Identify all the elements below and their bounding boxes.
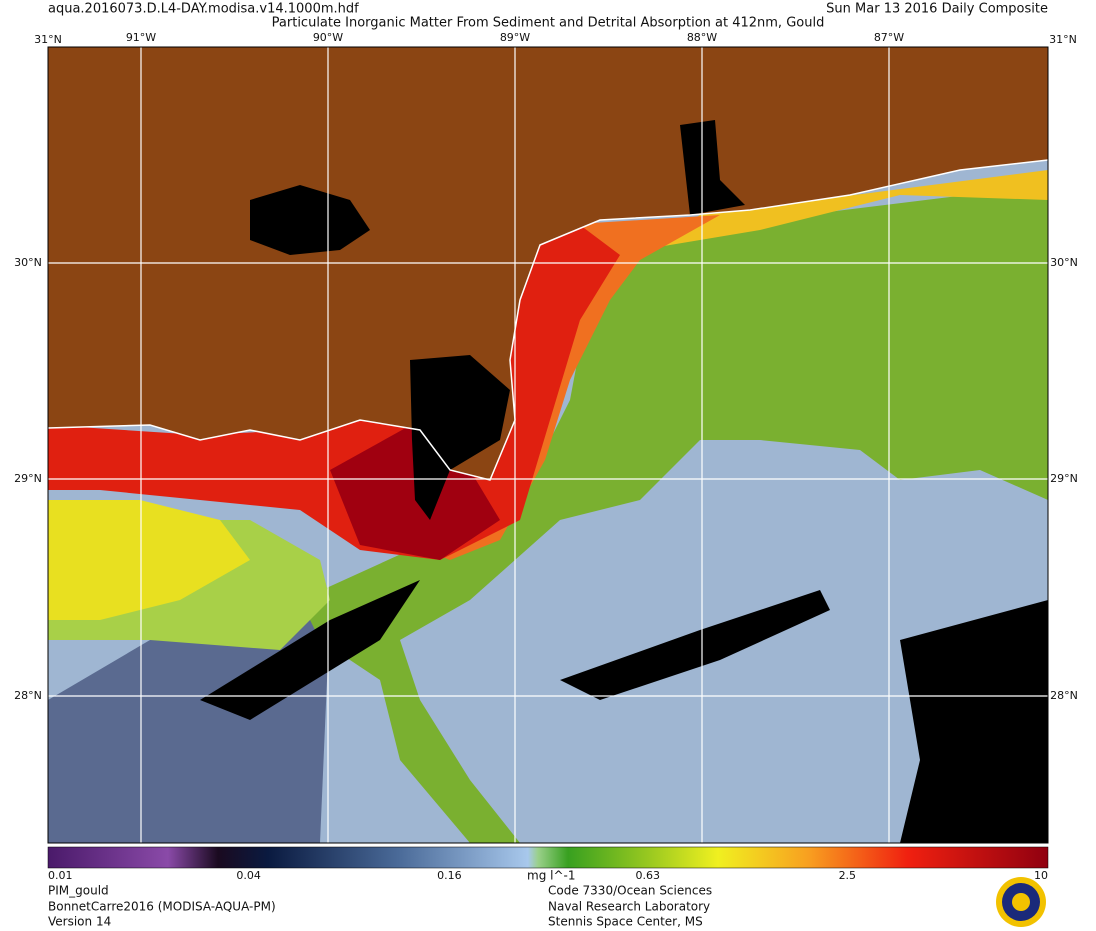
lat-label: 28°N <box>14 689 42 702</box>
colorbar-tick-label: 2.5 <box>839 869 857 882</box>
yellow-water <box>48 500 250 620</box>
land <box>48 47 1048 480</box>
logo <box>1012 893 1030 911</box>
colorbar-tick-label: 0.63 <box>636 869 661 882</box>
lon-label: 91°W <box>126 31 156 44</box>
lake <box>250 185 370 255</box>
footer-center: Naval Research Laboratory <box>548 900 710 914</box>
cloud-mask <box>200 580 420 720</box>
lat-label: 31°N <box>1049 33 1077 46</box>
lat-label: 29°N <box>1050 472 1078 485</box>
map-frame <box>47 46 1049 844</box>
lat-label: 28°N <box>1050 689 1078 702</box>
lat-label: 30°N <box>1050 256 1078 269</box>
cloud-mask <box>560 590 830 700</box>
no-data <box>900 600 1048 843</box>
footer-left: BonnetCarre2016 (MODISA-AQUA-PM) <box>48 900 276 914</box>
lat-label: 30°N <box>14 256 42 269</box>
footer-center: Stennis Space Center, MS <box>548 915 703 929</box>
map <box>47 46 1049 844</box>
footer-left: PIM_gould <box>48 884 109 898</box>
lat-label: 31°N <box>34 33 62 46</box>
footer-left: Version 14 <box>48 915 111 929</box>
bay <box>680 120 745 215</box>
colorbar-tick-label: 0.01 <box>48 869 73 882</box>
colorbar-tick-label: 0.16 <box>437 869 462 882</box>
file-name: aqua.2016073.D.L4-DAY.modisa.v14.1000m.h… <box>48 2 359 17</box>
green-water <box>300 185 1048 843</box>
colorbar-tick-label: 10 <box>1034 869 1048 882</box>
colorbar-unit: mg l^-1 <box>527 869 575 883</box>
footer-center: Code 7330/Ocean Sciences <box>548 884 712 898</box>
lon-label: 90°W <box>313 31 343 44</box>
map-title: Particulate Inorganic Matter From Sedime… <box>272 16 825 31</box>
yellow-band <box>640 170 1048 250</box>
lon-label: 89°W <box>500 31 530 44</box>
footer: PIM_gould BonnetCarre2016 (MODISA-AQUA-P… <box>48 877 1046 929</box>
date: Sun Mar 13 2016 Daily Composite <box>826 2 1048 17</box>
colorbar <box>47 846 1049 869</box>
lon-label: 88°W <box>687 31 717 44</box>
colorbar-tick-label: 0.04 <box>236 869 261 882</box>
lat-label: 29°N <box>14 472 42 485</box>
lon-label: 87°W <box>874 31 904 44</box>
